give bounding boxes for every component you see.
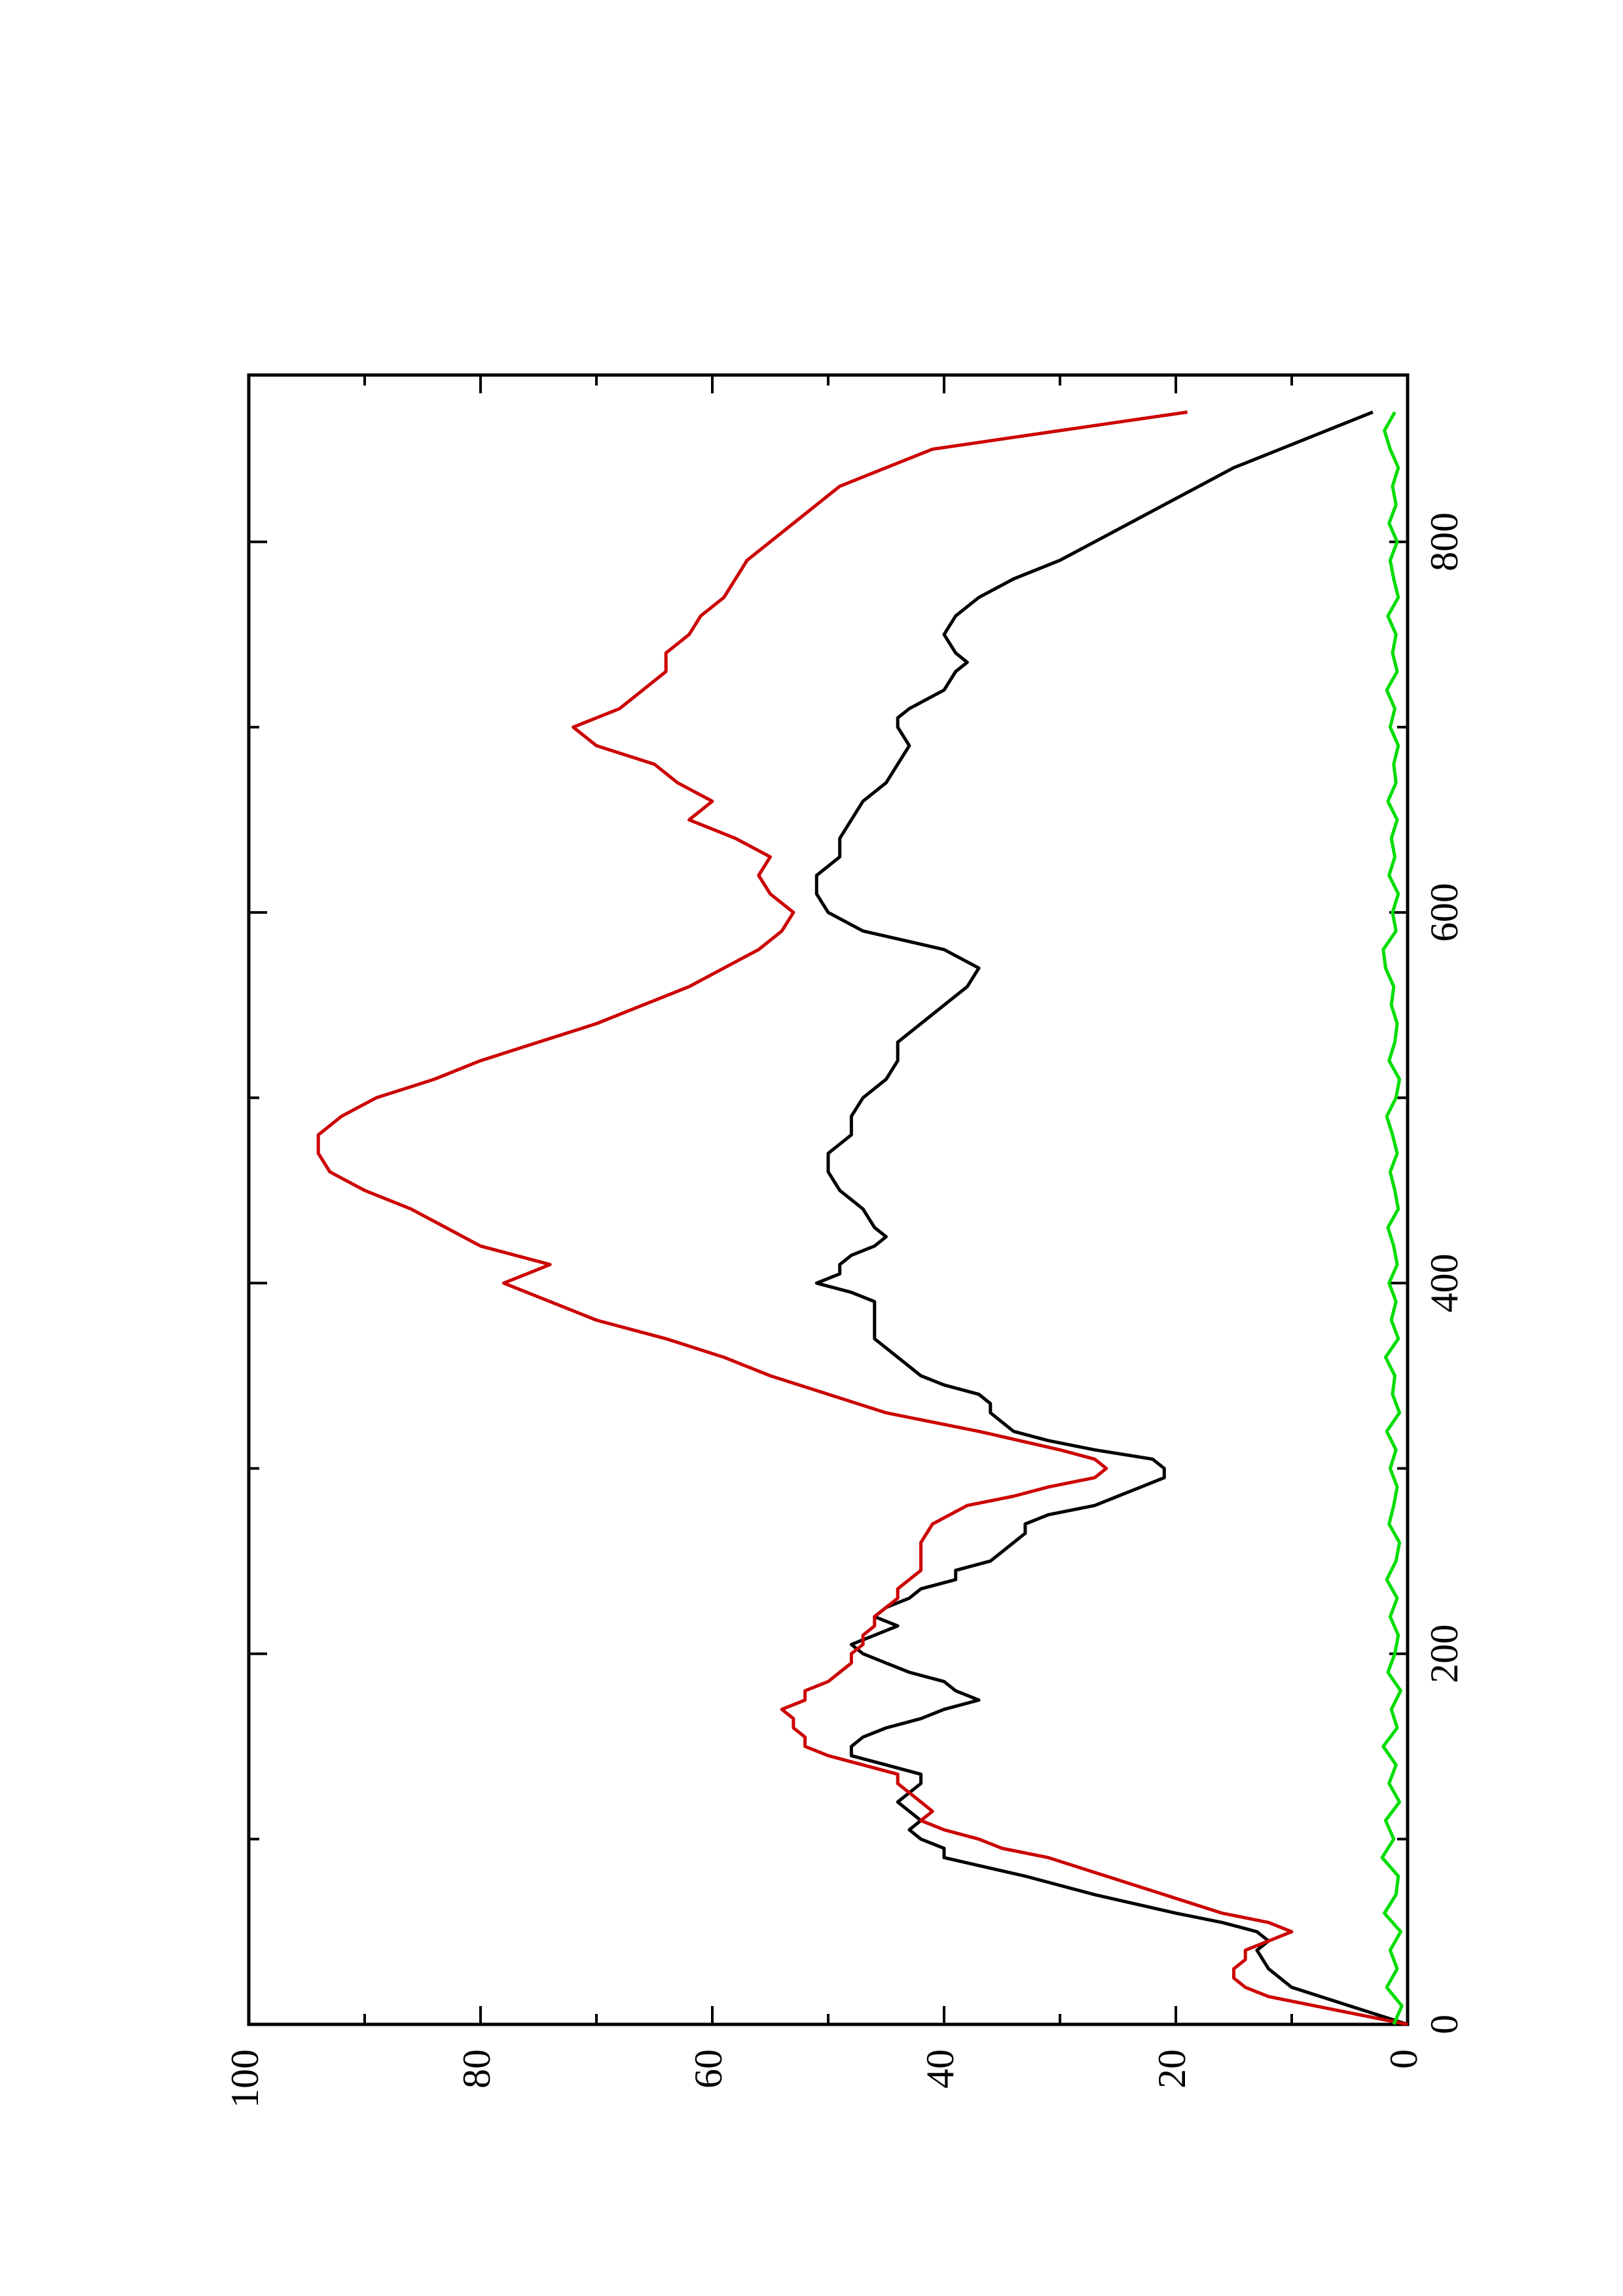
y-tick-label: 40 [919,2049,962,2089]
x-tick-label: 400 [1423,1253,1466,1312]
y-tick-label: 100 [223,2049,266,2108]
y-tick-label: 60 [687,2049,730,2089]
y-tick-label: 0 [1382,2049,1425,2069]
axis-ticks [247,375,1409,2026]
x-tick-label: 800 [1423,512,1466,571]
y-tick-label: 20 [1150,2049,1194,2089]
x-tick-label: 0 [1423,2015,1466,2034]
axis-tick-labels: 0 200 400 600 800 0 20 40 60 80 100 [223,512,1466,2108]
data-series [316,410,1408,2026]
y-tick-label: 80 [455,2049,498,2089]
red-series-line [316,410,1408,2026]
green-series-line [1380,411,1404,2026]
x-tick-label: 600 [1423,883,1466,942]
x-tick-label: 200 [1423,1624,1466,1683]
black-series-line [814,410,1408,2026]
plot-frame [247,373,1410,2026]
